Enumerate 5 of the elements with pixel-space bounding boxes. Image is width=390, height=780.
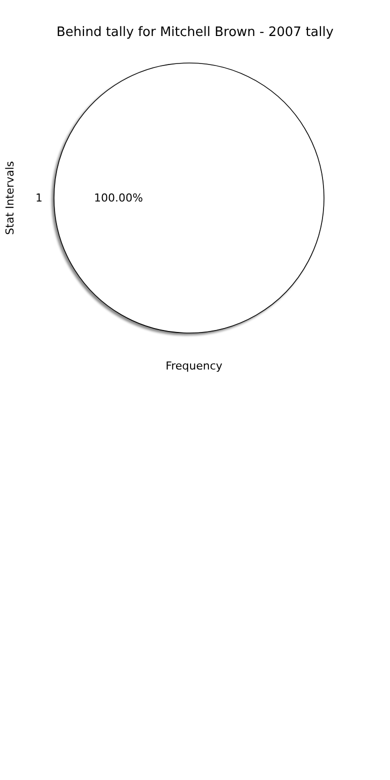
text: Stat Intervals [4,160,16,235]
slice-label: 1 [36,192,42,204]
text: Frequency [166,360,223,372]
chart-title: Behind tally for Mitchell Brown - 2007 tally [56,25,334,40]
data-label: 100.00% [94,192,143,204]
